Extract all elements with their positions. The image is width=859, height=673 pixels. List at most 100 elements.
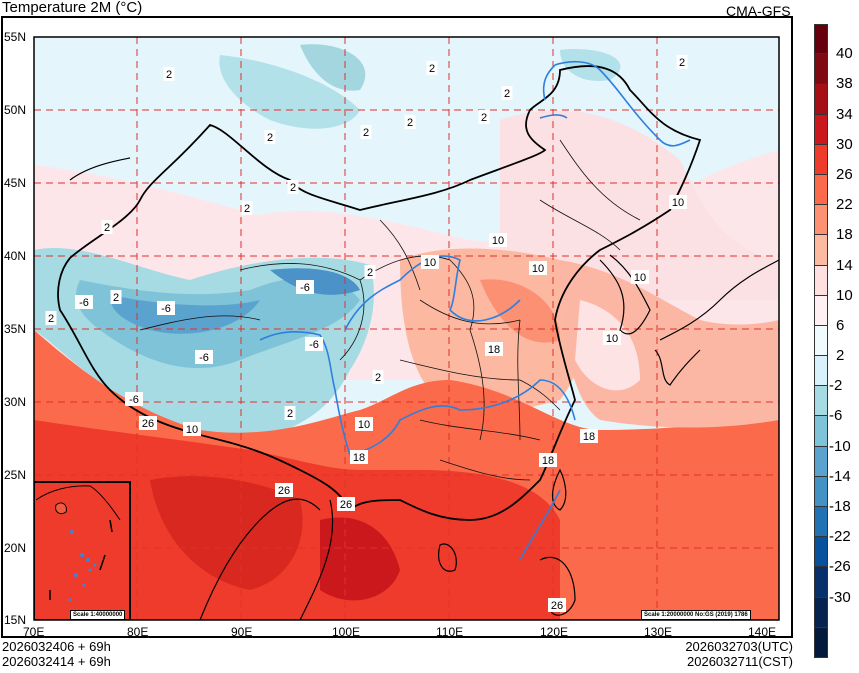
colorbar-label: -14 [829,467,851,485]
contour-label: 2 [113,292,119,304]
contour-label: -6 [199,352,209,364]
lat-label-55n: 55N [4,30,27,44]
lat-label-25n: 25N [4,468,27,482]
colorbar-label: 34 [836,105,853,123]
colorbar-label: 38 [836,75,853,93]
lat-label-50n: 50N [4,103,27,117]
colorbar-swatch [814,114,828,145]
colorbar-label: 18 [836,226,853,244]
contour-labels: 2 2 2 2 2 2 2 2 2 2 2 2 2 2 2 2 -6 -6 -6 -6 -6 -6 10 10 10 10 10 10… [45,55,688,612]
colorbar-swatch [814,84,828,115]
contour-label: 10 [532,263,544,275]
contour-label: 2 [104,222,110,234]
colorbar-label: 40 [836,45,853,63]
colorbar-swatch [814,627,828,658]
colorbar-label: 2 [836,347,845,365]
contour-label: 18 [488,344,500,356]
lon-label-80e: 80E [127,625,149,639]
colorbar-label: -2 [829,377,843,395]
colorbar-swatch [814,537,828,568]
colorbar-label: 14 [836,256,853,274]
colorbar-swatch [814,174,828,206]
contour-label: 2 [166,69,172,81]
contour-label: 18 [353,452,365,464]
lon-label-100e: 100E [332,625,361,639]
contour-label: 26 [142,418,154,430]
contour-label: 26 [340,499,352,511]
lat-label-20n: 20N [4,541,27,555]
contour-label: 2 [407,117,413,129]
contour-label: 10 [186,424,198,436]
lat-label-40n: 40N [4,249,27,263]
contour-label: 2 [267,132,273,144]
contour-label: -6 [161,303,171,315]
contour-label: 10 [492,235,504,247]
lat-label-45n: 45N [4,176,27,190]
lon-label-130e: 130E [644,625,673,639]
contour-label: 2 [48,313,54,325]
colorbar-swatch [814,356,828,387]
colorbar-swatch [814,295,828,326]
contour-label: 10 [358,419,370,431]
contour-label: 2 [504,88,510,100]
contour-label: 2 [287,408,293,420]
contour-label: -6 [79,297,89,309]
colorbar-label: -30 [829,588,851,606]
contour-label: 2 [429,63,435,75]
colorbar-label: -22 [829,528,851,546]
contour-label: 10 [634,272,646,284]
lon-label-140e: 140E [748,625,777,639]
colorbar-label: 30 [836,135,853,153]
inset-scale-label: Scale 1:40000000 [70,610,126,620]
contour-label: 2 [481,112,487,124]
contour-label: 10 [424,257,436,269]
colorbar-label: -26 [829,558,851,576]
lat-label-35n: 35N [4,322,27,336]
colorbar-swatch [814,144,828,175]
contour-label: -6 [309,339,319,351]
colorbar-label: -10 [829,437,851,455]
colorbar-label: -18 [829,498,851,516]
colorbar-label: 26 [836,165,853,183]
colorbar-swatch [814,235,828,266]
colorbar-swatch [814,446,828,477]
contour-label: -6 [129,394,139,406]
map-scale-label: Scale 1:20000000 No:GS (2019) 1786 [641,610,751,620]
contour-label: 2 [363,127,369,139]
colorbar-label: 6 [836,316,845,334]
colorbar-swatch [814,386,828,417]
contour-label: 18 [583,431,595,443]
colorbar-label: 10 [836,286,853,304]
contour-label: 2 [244,203,250,215]
valid-time-utc: 2026032703(UTC) [685,639,793,654]
init-time-cst: 2026032414 + 69h [2,654,111,669]
colorbar-swatch [814,507,828,538]
colorbar-label: 22 [836,196,853,214]
lon-label-70e: 70E [23,625,45,639]
contour-label: 26 [278,485,290,497]
chart-title: Temperature 2M (°C) [2,0,143,16]
colorbar-swatch [814,597,828,628]
colorbar-label: -6 [829,407,843,425]
colorbar-swatch [814,476,828,507]
colorbar-swatch [814,54,828,85]
lat-label-15n: 15N [4,613,27,627]
colorbar-swatch [814,325,828,357]
contour-label: 2 [375,372,381,384]
colorbar-swatch [814,24,828,55]
contour-label: 10 [672,197,684,209]
colorbar-swatch [814,205,828,236]
lon-label-90e: 90E [231,625,253,639]
model-name: CMA-GFS [726,3,791,19]
contour-label: 18 [542,455,554,467]
init-time-utc: 2026032406 + 69h [2,639,111,654]
colorbar-swatch [814,265,828,296]
lon-label-120e: 120E [540,625,569,639]
contour-label: 2 [367,267,373,279]
contour-label: 10 [606,333,618,345]
colorbar [814,24,828,658]
colorbar-swatch [814,416,828,447]
contour-label: 2 [679,57,685,69]
lat-label-30n: 30N [4,395,27,409]
